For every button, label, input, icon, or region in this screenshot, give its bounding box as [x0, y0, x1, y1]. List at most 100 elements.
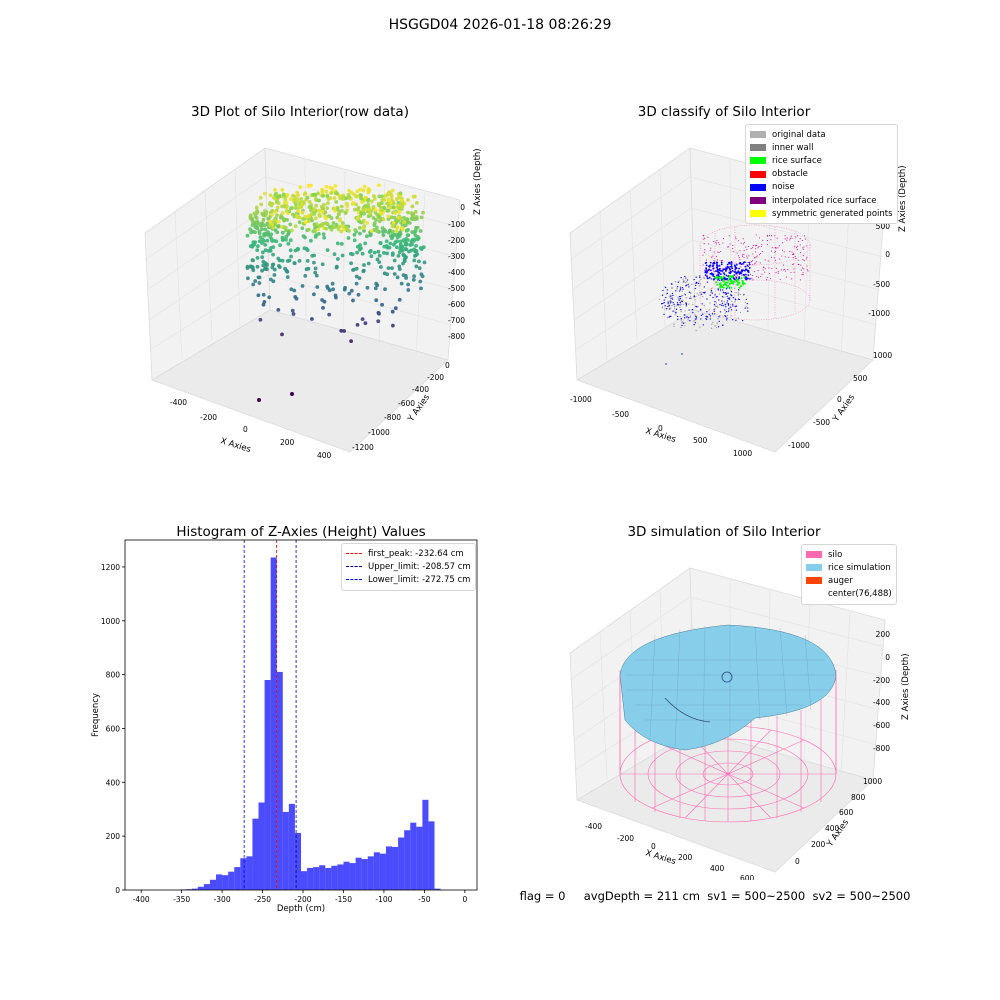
raw-data-point [257, 281, 262, 285]
noise-point [686, 316, 688, 318]
raw-data-point [280, 225, 284, 229]
symmetric-point [736, 252, 738, 254]
symmetric-point [803, 235, 806, 237]
noise-point [684, 324, 686, 327]
raw-data-point [332, 252, 337, 257]
symmetric-point [742, 238, 744, 240]
raw-data-point [374, 281, 379, 286]
rice-surface-point [715, 281, 718, 284]
noise-point [692, 320, 695, 322]
rice-surface-point [722, 286, 725, 289]
noise-point [742, 269, 744, 272]
histogram-bar [209, 879, 217, 890]
raw-data-point [280, 211, 285, 216]
raw-data-point [296, 246, 300, 251]
raw-data-point [261, 302, 266, 307]
noise-point [672, 294, 674, 297]
raw-data-point [303, 220, 308, 225]
raw-data-point [357, 276, 362, 280]
noise-point [706, 318, 708, 321]
symmetric-point [784, 268, 786, 270]
raw-data-point [374, 298, 379, 303]
raw-data-point [282, 204, 287, 209]
symmetric-point [743, 243, 745, 245]
symmetric-point [745, 246, 747, 248]
noise-point [723, 292, 725, 294]
noise-point [708, 309, 711, 311]
noise-point [715, 326, 718, 329]
noise-point [737, 294, 739, 296]
raw-data-point [305, 195, 310, 200]
raw-data-point [402, 220, 406, 225]
noise-point [719, 315, 721, 317]
symmetric-point [763, 267, 765, 269]
noise-point [686, 279, 689, 281]
raw-data-point [264, 210, 269, 214]
raw-data-point [261, 263, 266, 268]
noise-point [665, 293, 668, 295]
raw-data-point [390, 266, 394, 270]
noise-point [747, 274, 750, 276]
symmetric-point [753, 271, 755, 273]
noise-point [670, 307, 672, 309]
raw-data-point [320, 209, 325, 214]
raw-data-point [399, 281, 404, 286]
raw-data-point [402, 259, 407, 263]
noise-point [748, 261, 751, 264]
noise-point [748, 267, 751, 269]
raw-data-point [280, 230, 285, 235]
symmetric-point [801, 267, 804, 269]
noise-point [680, 310, 682, 313]
raw-data-point [390, 309, 395, 314]
noise-point [702, 324, 704, 326]
noise-point [665, 363, 667, 365]
raw-data-point [313, 225, 318, 230]
raw-data-point [331, 221, 336, 225]
symmetric-point [708, 243, 710, 245]
symmetric-point [766, 277, 768, 279]
noise-point [745, 298, 747, 301]
legend-item: interpolated rice surface [750, 194, 893, 207]
raw-data-point [312, 292, 316, 297]
raw-data-point [385, 272, 390, 277]
noise-point [721, 304, 723, 306]
noise-point [728, 296, 730, 299]
noise-point [680, 295, 682, 298]
raw-data-point [388, 205, 393, 210]
raw-data-point [385, 201, 389, 206]
noise-point [679, 286, 682, 288]
noise-point [703, 277, 705, 280]
raw-data-point [383, 229, 388, 234]
panel4-legend: silo rice simulation auger center(76,488) [801, 544, 897, 605]
symmetric-point [760, 276, 762, 278]
noise-point [664, 305, 666, 307]
noise-point [694, 299, 696, 301]
noise-point [684, 281, 687, 284]
raw-data-point [327, 312, 332, 317]
raw-data-point [357, 226, 362, 230]
raw-data-point [290, 308, 295, 313]
raw-data-point [309, 183, 313, 188]
noise-point [667, 301, 669, 303]
raw-data-point [398, 239, 403, 244]
noise-point [719, 279, 721, 282]
symmetric-point [712, 255, 714, 257]
histogram-bar [349, 863, 356, 890]
legend-line-swatch [346, 553, 362, 555]
histogram-bar [234, 867, 241, 890]
raw-data-point [272, 273, 277, 277]
symmetric-point [781, 255, 783, 257]
noise-point [679, 301, 681, 304]
legend-label: rice simulation [828, 562, 891, 573]
noise-point [717, 306, 719, 309]
noise-point [694, 314, 696, 316]
raw-data-point [258, 195, 263, 200]
noise-point [738, 272, 741, 275]
symmetric-point [791, 278, 793, 280]
noise-point [710, 291, 712, 293]
raw-data-point [411, 194, 416, 199]
symmetric-point [781, 242, 784, 244]
noise-point [729, 306, 732, 308]
raw-data-point [311, 229, 316, 234]
noise-point [711, 265, 714, 267]
